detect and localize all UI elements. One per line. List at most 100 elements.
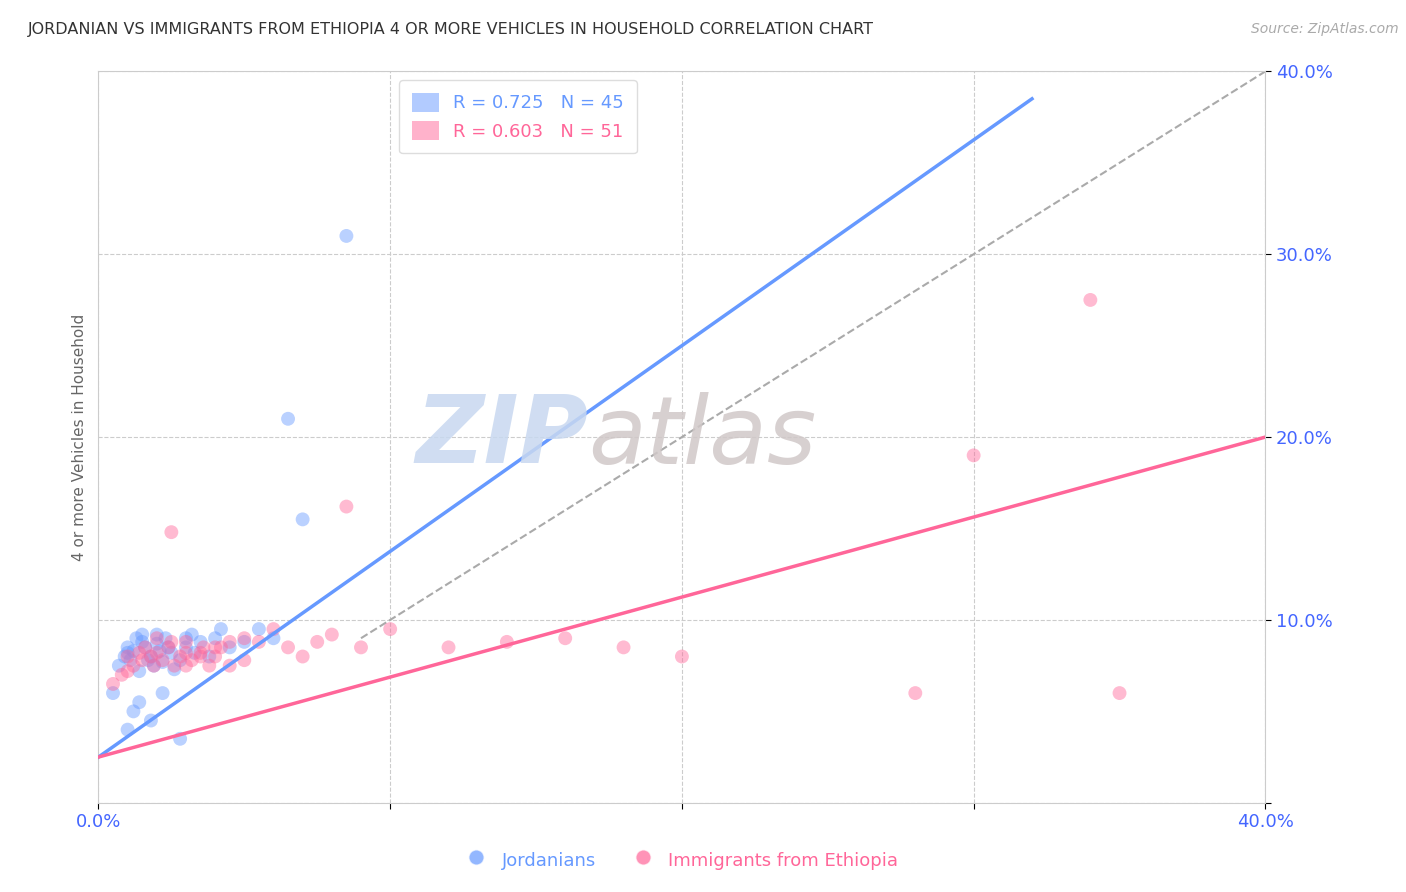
- Point: [335, 228, 357, 243]
- Point: [117, 646, 139, 660]
- Point: [142, 658, 165, 673]
- Point: [128, 646, 150, 660]
- Point: [139, 649, 162, 664]
- Point: [149, 644, 172, 658]
- Point: [146, 627, 169, 641]
- Point: [218, 635, 240, 649]
- Point: [134, 640, 156, 655]
- Point: [163, 658, 186, 673]
- Point: [204, 632, 226, 646]
- Point: [612, 640, 634, 655]
- Point: [174, 640, 197, 655]
- Point: [262, 622, 284, 636]
- Point: [139, 649, 162, 664]
- Point: [174, 658, 197, 673]
- Point: [209, 640, 232, 655]
- Point: [247, 622, 270, 636]
- Point: [174, 635, 197, 649]
- Point: [193, 640, 215, 655]
- Point: [146, 646, 169, 660]
- Point: [495, 635, 517, 649]
- Point: [233, 635, 256, 649]
- Point: [122, 705, 145, 719]
- Legend: Jordanians, Immigrants from Ethiopia: Jordanians, Immigrants from Ethiopia: [458, 841, 905, 878]
- Point: [101, 686, 124, 700]
- Point: [108, 658, 131, 673]
- Point: [335, 500, 357, 514]
- Text: JORDANIAN VS IMMIGRANTS FROM ETHIOPIA 4 OR MORE VEHICLES IN HOUSEHOLD CORRELATIO: JORDANIAN VS IMMIGRANTS FROM ETHIOPIA 4 …: [28, 22, 875, 37]
- Point: [554, 632, 576, 646]
- Point: [160, 525, 183, 540]
- Point: [1080, 293, 1102, 307]
- Point: [157, 640, 180, 655]
- Point: [180, 627, 202, 641]
- Point: [350, 640, 373, 655]
- Point: [101, 677, 124, 691]
- Point: [437, 640, 460, 655]
- Point: [321, 627, 343, 641]
- Point: [209, 622, 232, 636]
- Point: [198, 658, 221, 673]
- Point: [114, 649, 136, 664]
- Point: [307, 635, 329, 649]
- Point: [190, 635, 212, 649]
- Point: [169, 653, 191, 667]
- Point: [152, 655, 174, 669]
- Point: [152, 686, 174, 700]
- Y-axis label: 4 or more Vehicles in Household: 4 or more Vehicles in Household: [72, 313, 87, 561]
- Point: [378, 622, 402, 636]
- Point: [131, 635, 153, 649]
- Point: [198, 649, 221, 664]
- Point: [277, 412, 299, 426]
- Point: [131, 627, 153, 641]
- Point: [155, 632, 177, 646]
- Point: [131, 653, 153, 667]
- Point: [142, 658, 165, 673]
- Point: [111, 667, 134, 681]
- Point: [117, 649, 139, 664]
- Point: [134, 640, 156, 655]
- Point: [1108, 686, 1130, 700]
- Point: [277, 640, 299, 655]
- Point: [160, 646, 183, 660]
- Point: [163, 662, 186, 676]
- Point: [962, 449, 984, 463]
- Point: [204, 649, 226, 664]
- Point: [190, 646, 212, 660]
- Point: [128, 664, 150, 678]
- Point: [291, 649, 314, 664]
- Point: [146, 637, 169, 651]
- Point: [218, 658, 240, 673]
- Point: [160, 635, 183, 649]
- Point: [157, 640, 180, 655]
- Point: [904, 686, 927, 700]
- Text: ZIP: ZIP: [416, 391, 589, 483]
- Point: [125, 632, 148, 646]
- Point: [233, 632, 256, 646]
- Point: [180, 653, 202, 667]
- Point: [247, 635, 270, 649]
- Point: [204, 640, 226, 655]
- Point: [174, 646, 197, 660]
- Point: [671, 649, 693, 664]
- Point: [262, 632, 284, 646]
- Point: [122, 644, 145, 658]
- Point: [136, 653, 159, 667]
- Text: atlas: atlas: [589, 392, 817, 483]
- Point: [174, 632, 197, 646]
- Text: Source: ZipAtlas.com: Source: ZipAtlas.com: [1251, 22, 1399, 37]
- Point: [122, 658, 145, 673]
- Point: [128, 695, 150, 709]
- Point: [218, 640, 240, 655]
- Point: [169, 649, 191, 664]
- Point: [152, 653, 174, 667]
- Point: [233, 653, 256, 667]
- Point: [146, 632, 169, 646]
- Point: [169, 731, 191, 746]
- Point: [183, 646, 205, 660]
- Point: [190, 649, 212, 664]
- Point: [291, 512, 314, 526]
- Point: [117, 640, 139, 655]
- Point: [139, 714, 162, 728]
- Point: [117, 664, 139, 678]
